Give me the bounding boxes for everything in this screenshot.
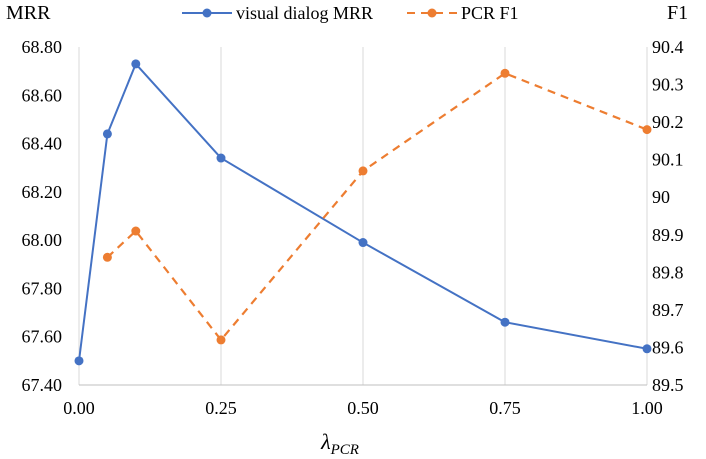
right-y-tick-labels: 89.5 89.6 89.7 89.8 89.9 90 90.1 90.2 90.3 90.4 [652, 37, 684, 395]
data-point [131, 226, 141, 236]
vertical-gridlines [78, 47, 648, 385]
right-axis-title: F1 [667, 2, 688, 24]
series-line [106, 72, 648, 342]
data-point [358, 238, 368, 248]
right-y-tick-label: 89.6 [652, 337, 684, 357]
data-point [102, 129, 112, 139]
series-1 [102, 68, 652, 345]
x-tick-label: 0.50 [347, 398, 379, 418]
left-y-tick-label: 67.80 [22, 278, 63, 298]
left-y-tick-label: 68.60 [22, 85, 63, 105]
right-y-tick-label: 89.5 [652, 375, 684, 395]
left-y-tick-label: 68.80 [22, 37, 63, 57]
legend-marker [427, 8, 437, 18]
left-y-tick-label: 67.60 [22, 327, 63, 347]
left-y-tick-labels: 67.40 67.60 67.80 68.00 68.20 68.40 68.60 68.80 [22, 37, 63, 395]
left-y-tick-label: 68.20 [22, 182, 63, 202]
data-point [216, 153, 226, 163]
legend-label: visual dialog MRR [236, 3, 373, 23]
x-tick-label: 0.75 [489, 398, 521, 418]
left-axis-title: MRR [6, 2, 51, 24]
x-axis-title-base: λ [320, 429, 331, 454]
data-point [500, 317, 510, 327]
x-axis-title-subscript: PCR [330, 442, 359, 458]
right-y-tick-label: 90.1 [652, 150, 684, 170]
x-tick-label: 0.25 [205, 398, 237, 418]
right-y-tick-label: 89.7 [652, 300, 684, 320]
x-tick-labels: 0.00 0.25 0.50 0.75 1.00 [63, 398, 663, 418]
x-tick-label: 1.00 [631, 398, 663, 418]
legend-label: PCR F1 [461, 3, 519, 23]
series-0 [74, 59, 652, 366]
data-point [74, 356, 84, 366]
data-point [358, 166, 368, 176]
data-point [642, 344, 652, 354]
data-point [102, 252, 112, 262]
x-axis-title: λPCR [320, 429, 359, 458]
legend-marker [202, 8, 212, 18]
series-lines [74, 59, 652, 366]
data-point [500, 68, 510, 78]
data-point [216, 335, 226, 345]
legend-item: PCR F1 [407, 3, 519, 23]
left-y-tick-label: 68.00 [22, 230, 63, 250]
legend: visual dialog MRR PCR F1 [182, 3, 519, 23]
right-y-tick-label: 90.3 [652, 75, 684, 95]
left-y-tick-label: 67.40 [22, 375, 63, 395]
data-point [131, 59, 141, 69]
right-y-tick-label: 89.8 [652, 262, 684, 282]
legend-item: visual dialog MRR [182, 3, 373, 23]
left-y-tick-label: 68.40 [22, 134, 63, 154]
x-tick-label: 0.00 [63, 398, 95, 418]
right-y-tick-label: 90 [652, 187, 670, 207]
right-y-tick-label: 90.2 [652, 112, 684, 132]
right-y-tick-label: 90.4 [652, 37, 684, 57]
data-point [642, 125, 652, 135]
right-y-tick-label: 89.9 [652, 225, 684, 245]
